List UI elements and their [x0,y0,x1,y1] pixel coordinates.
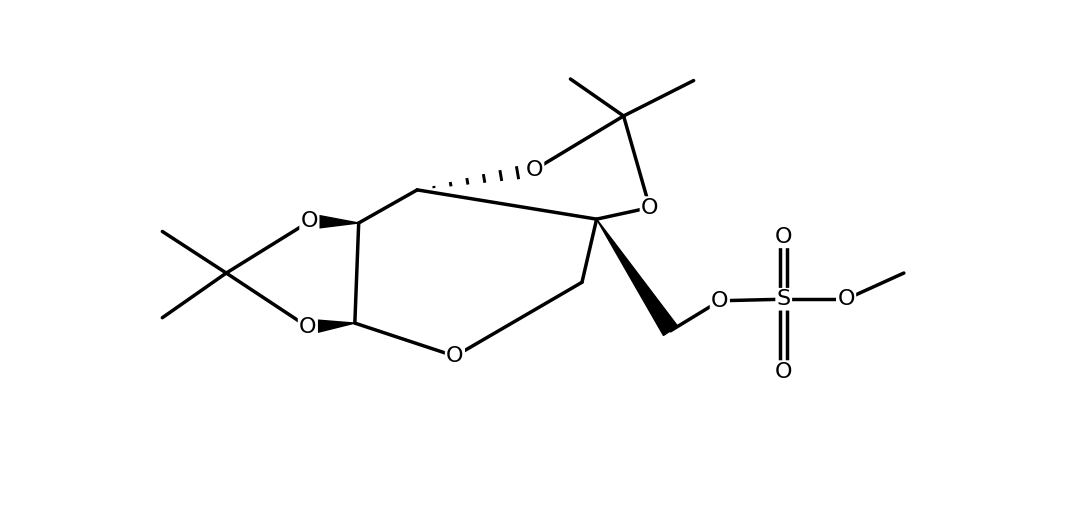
Text: O: O [642,198,659,218]
Text: O: O [526,160,543,180]
Polygon shape [309,214,359,229]
Text: O: O [837,289,855,309]
Polygon shape [307,319,355,334]
Polygon shape [596,219,677,335]
Text: O: O [775,361,793,382]
Text: O: O [446,346,463,366]
Text: O: O [299,317,316,337]
Text: O: O [300,211,319,232]
Text: S: S [777,289,791,309]
Text: O: O [711,291,729,311]
Text: O: O [775,227,793,247]
